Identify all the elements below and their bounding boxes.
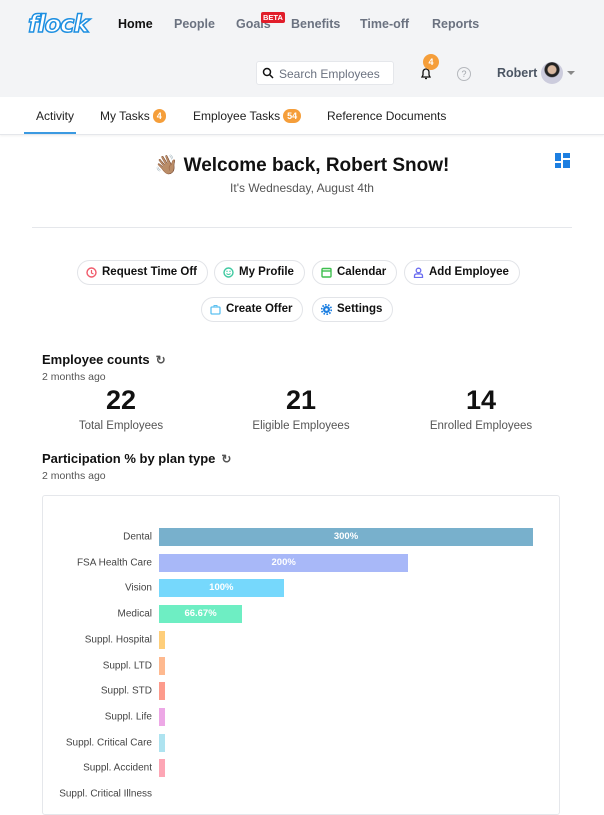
category-label: Medical: [117, 608, 152, 620]
button-label: Settings: [337, 303, 383, 315]
beta-badge: BETA: [261, 12, 285, 23]
briefcase-icon: [210, 305, 221, 315]
stat-total-employees: 22 Total Employees: [78, 385, 164, 432]
button-label: Create Offer: [226, 303, 293, 315]
user-icon: [413, 267, 424, 278]
tab-activity[interactable]: Activity: [36, 109, 75, 123]
notification-badge: 4: [423, 54, 439, 70]
gear-icon: [321, 304, 332, 315]
category-label: Suppl. Accident: [83, 762, 152, 774]
category-label: Suppl. Critical Care: [65, 737, 152, 749]
participation-title: Participation % by plan type ↻: [42, 451, 232, 466]
nav-reports[interactable]: Reports: [432, 17, 480, 31]
search-input[interactable]: Search Employees: [256, 61, 394, 85]
nav-time-off[interactable]: Time-off: [360, 17, 410, 31]
search-placeholder: Search Employees: [279, 67, 380, 81]
search-icon: [262, 67, 274, 79]
bar-fsa-health-care[interactable]: 200%: [159, 553, 409, 572]
category-label: Suppl. LTD: [102, 660, 152, 671]
bar-dental[interactable]: 300%: [159, 528, 533, 546]
updated-time: 2 months ago: [42, 371, 106, 383]
clock-icon: [86, 267, 97, 278]
divider: [32, 227, 572, 228]
tab-my-tasks[interactable]: My Tasks 4: [100, 109, 166, 123]
user-name[interactable]: Robert: [497, 66, 538, 80]
bar-suppl-life[interactable]: [159, 707, 165, 726]
layout-grid-icon[interactable]: [555, 153, 570, 168]
category-label: FSA Health Care: [76, 557, 152, 569]
create-offer-button[interactable]: Create Offer: [201, 297, 304, 322]
bar-suppl-ltd[interactable]: [159, 656, 166, 675]
request-time-off-button[interactable]: Request Time Off: [77, 260, 208, 285]
refresh-icon[interactable]: ↻: [221, 452, 232, 466]
button-label: My Profile: [239, 266, 294, 278]
smiley-icon: [223, 267, 234, 278]
category-label: Suppl. Hospital: [84, 634, 152, 646]
help-icon[interactable]: ?: [457, 67, 471, 81]
refresh-icon[interactable]: ↻: [155, 353, 166, 367]
welcome-title: 👋🏽 Welcome back, Robert Snow!: [154, 155, 450, 176]
add-employee-button[interactable]: Add Employee: [404, 260, 520, 285]
nav-home[interactable]: Home: [118, 17, 153, 31]
tab-employee-tasks[interactable]: Employee Tasks 54: [193, 109, 302, 123]
tab-reference-documents[interactable]: Reference Documents: [327, 109, 447, 123]
top-header: flock Home People Goals BETA Benefits Ti…: [0, 0, 604, 97]
count-badge: 54: [283, 109, 302, 123]
employee-counts-title: Employee counts ↻: [42, 352, 166, 367]
button-label: Request Time Off: [102, 266, 197, 278]
bar-suppl-critical-care[interactable]: [159, 733, 165, 752]
button-label: Add Employee: [429, 266, 509, 278]
bar-vision[interactable]: 100%: [159, 579, 284, 598]
calendar-button[interactable]: Calendar: [312, 260, 398, 285]
category-label: Suppl. Critical Illness: [59, 788, 152, 800]
stat-eligible-employees: 21 Eligible Employees: [252, 385, 350, 432]
bar-suppl-hospital[interactable]: [159, 630, 166, 649]
my-profile-button[interactable]: My Profile: [214, 260, 305, 285]
chevron-down-icon[interactable]: [567, 71, 575, 79]
button-label: Calendar: [337, 266, 387, 278]
nav-benefits[interactable]: Benefits: [291, 17, 341, 31]
bar-medical[interactable]: 66.67%: [159, 605, 243, 624]
count-badge: 4: [152, 109, 166, 123]
updated-time: 2 months ago: [42, 470, 106, 482]
tab-bar: Activity My Tasks 4 Employee Tasks 54 Refe…: [0, 97, 604, 135]
category-label: Suppl. STD: [100, 685, 152, 697]
active-tab-indicator: [24, 132, 76, 134]
nav-people[interactable]: People: [174, 17, 215, 31]
welcome-date: It's Wednesday, August 4th: [230, 181, 374, 195]
category-label: Dental: [123, 531, 152, 543]
category-label: Vision: [124, 582, 152, 594]
avatar[interactable]: [541, 62, 563, 84]
category-label: Suppl. Life: [104, 711, 152, 723]
calendar-icon: [321, 267, 332, 278]
settings-button[interactable]: Settings: [312, 297, 394, 322]
bar-suppl-std[interactable]: [159, 682, 166, 701]
flock-logo[interactable]: flock: [27, 9, 90, 39]
stat-enrolled-employees: 14 Enrolled Employees: [429, 385, 533, 432]
bar-suppl-accident[interactable]: [159, 759, 165, 778]
